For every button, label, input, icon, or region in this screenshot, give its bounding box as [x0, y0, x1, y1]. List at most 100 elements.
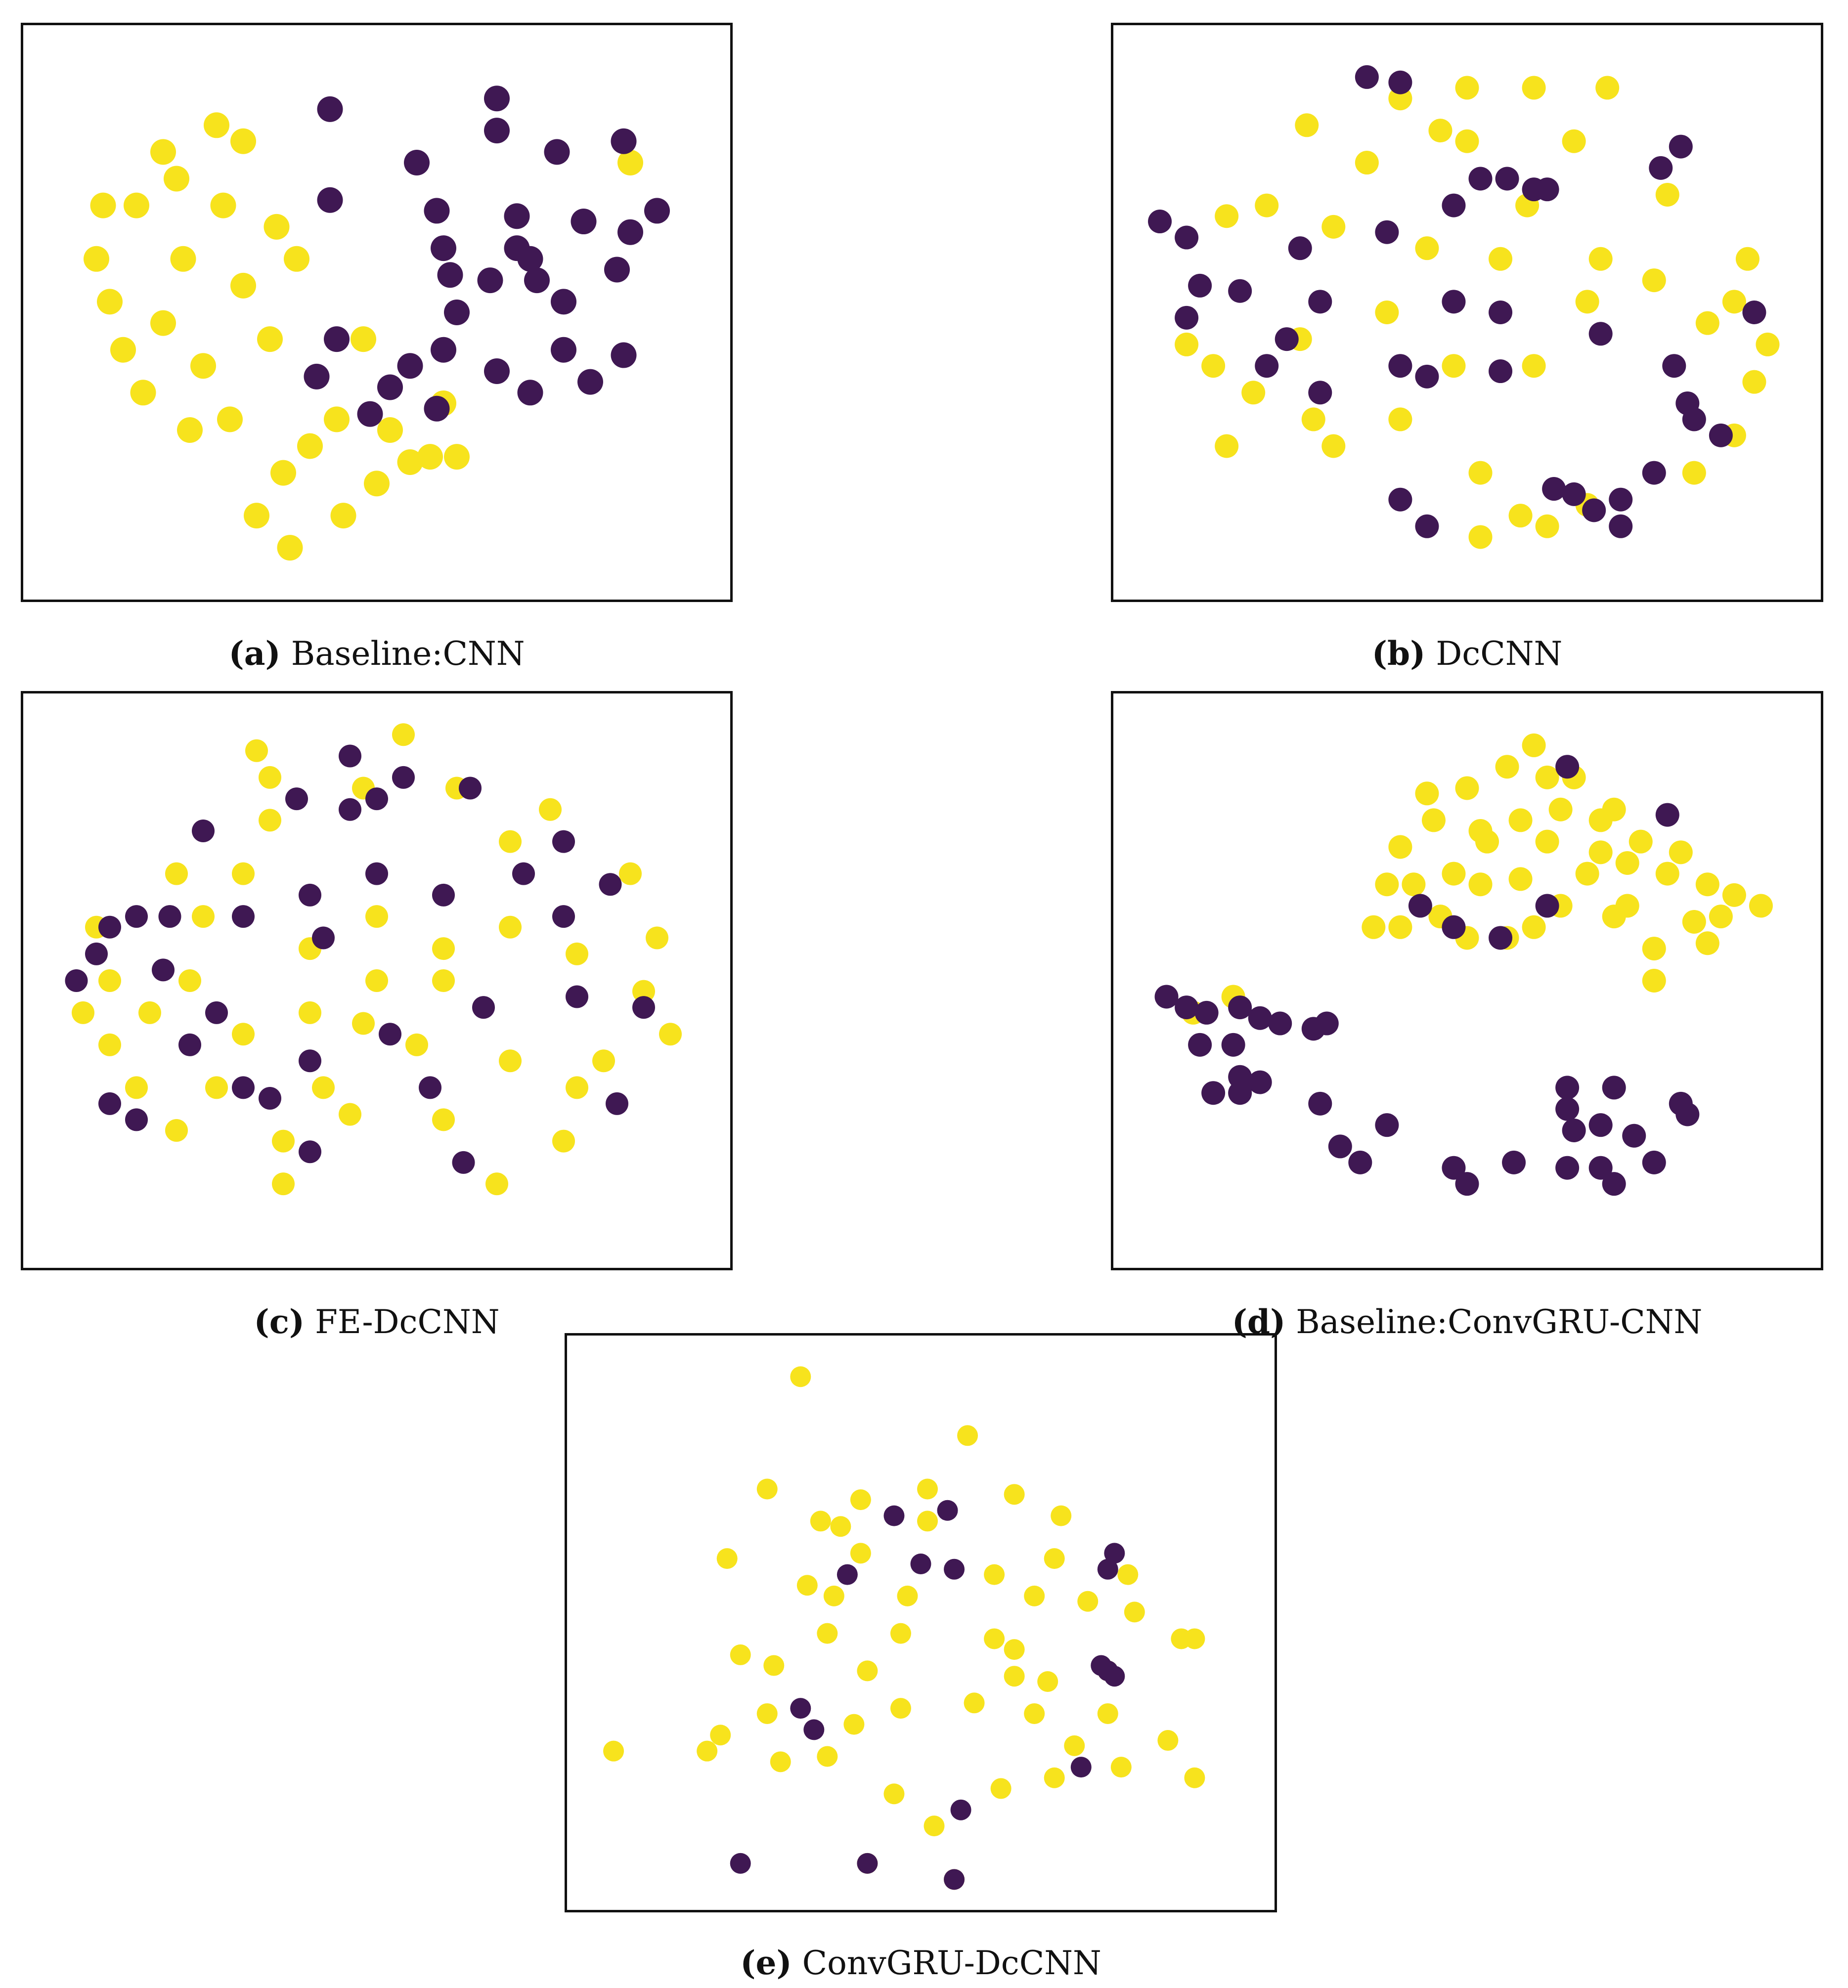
point-class-1-27: [365, 905, 388, 928]
point-class-0-0: [1355, 65, 1379, 89]
point-class-0-1: [484, 86, 510, 112]
point-class-0-1: [1388, 70, 1412, 94]
scatter-plot-d: [1154, 733, 1773, 1196]
point-class-1-45: [1184, 1767, 1205, 1788]
point-class-1-13: [1642, 937, 1666, 961]
point-class-0-14: [1489, 301, 1513, 324]
point-class-0-13: [1228, 1081, 1252, 1105]
point-class-1-11: [1201, 354, 1226, 378]
scatter-plot-a: [84, 86, 670, 561]
caption-tag-c: (c): [254, 1302, 305, 1341]
caption-tag-a: (a): [228, 634, 281, 673]
point-class-1-15: [796, 1575, 818, 1596]
point-class-1-35: [592, 1049, 615, 1073]
point-class-1-16: [205, 1076, 228, 1099]
point-class-1-27: [730, 1644, 751, 1665]
point-class-1-17: [1508, 504, 1533, 528]
point-class-0-21: [1742, 301, 1766, 324]
point-class-0-35: [1649, 156, 1673, 180]
point-class-1-2: [178, 969, 201, 992]
point-class-0-20: [1662, 354, 1686, 378]
point-class-1-3: [1655, 182, 1679, 207]
point-class-1-24: [539, 798, 562, 821]
point-class-1-17: [984, 1564, 1005, 1585]
point-class-1-6: [432, 937, 455, 960]
point-class-1-9: [1215, 204, 1239, 228]
point-class-1-36: [432, 969, 455, 992]
point-class-1-51: [1044, 1767, 1065, 1788]
point-class-1-12: [499, 1049, 522, 1073]
point-class-0-1: [1175, 995, 1199, 1020]
point-class-0-37: [1555, 755, 1580, 779]
point-class-1-34: [1455, 76, 1479, 100]
point-class-1-25: [619, 862, 642, 885]
point-class-1-33: [1362, 915, 1386, 939]
point-class-1-39: [890, 1698, 911, 1719]
point-class-1-48: [990, 1778, 1012, 1799]
point-class-0-36: [632, 996, 655, 1019]
point-class-0-32: [1555, 1097, 1580, 1121]
point-class-1-41: [392, 723, 415, 746]
point-class-0-23: [1602, 1172, 1626, 1196]
point-class-0-9: [1375, 220, 1399, 244]
point-class-0-30: [424, 395, 450, 422]
point-class-0-9: [950, 1799, 971, 1820]
point-class-1-28: [1442, 354, 1466, 378]
scatter-plot-b: [1148, 65, 1780, 549]
point-class-1-34: [499, 830, 522, 853]
point-class-0-27: [299, 883, 321, 907]
point-class-1-33: [312, 1076, 335, 1099]
point-class-1-12: [1241, 381, 1266, 405]
point-class-0-5: [1175, 305, 1199, 330]
point-class-1-31: [417, 444, 443, 470]
point-class-0-9: [431, 235, 456, 261]
point-class-1-26: [1575, 290, 1599, 314]
point-class-1-39: [1615, 894, 1639, 918]
point-class-0-25: [1415, 514, 1439, 538]
point-class-0-27: [1622, 1124, 1646, 1148]
point-class-1-37: [1548, 797, 1573, 821]
point-class-0-13: [551, 289, 576, 315]
point-class-0-4: [152, 958, 175, 982]
point-class-1-25: [1642, 268, 1666, 293]
point-class-0-11: [1248, 1070, 1272, 1094]
point-class-0-29: [611, 342, 637, 368]
point-class-1-8: [1255, 193, 1279, 217]
point-class-1-44: [552, 1129, 575, 1153]
point-class-1-47: [883, 1783, 905, 1805]
point-class-0-18: [1442, 1156, 1466, 1180]
point-class-0-11: [1468, 167, 1493, 191]
point-class-1-30: [405, 1033, 428, 1056]
point-class-1-15: [244, 503, 269, 529]
point-class-0-8: [1070, 1757, 1092, 1778]
point-class-1-32: [272, 1172, 295, 1196]
point-class-0-3: [404, 150, 430, 176]
point-class-1-4: [97, 289, 123, 315]
point-class-1-6: [810, 1511, 831, 1532]
point-class-1-40: [1215, 434, 1239, 458]
point-class-1-38: [964, 1692, 985, 1714]
point-class-1-18: [1468, 525, 1493, 549]
point-class-1-26: [1004, 1639, 1025, 1660]
point-class-0-0: [317, 96, 343, 122]
point-class-0-2: [484, 118, 510, 144]
point-class-1-41: [1157, 1730, 1179, 1751]
scatter-panel-e: [565, 1333, 1277, 1912]
point-class-1-43: [192, 905, 215, 928]
point-class-0-20: [484, 358, 510, 385]
point-class-1-17: [1468, 872, 1493, 897]
point-class-0-12: [944, 1869, 965, 1890]
point-class-1-5: [365, 969, 388, 992]
point-class-0-17: [644, 198, 670, 224]
point-class-1-9: [1051, 1505, 1072, 1526]
point-class-1-23: [817, 1623, 838, 1644]
point-class-0-7: [1288, 236, 1312, 260]
point-class-0-17: [1489, 359, 1513, 384]
point-class-0-36: [1669, 134, 1693, 159]
point-class-1-7: [1615, 851, 1639, 875]
point-class-0-0: [1154, 985, 1179, 1009]
point-class-1-36: [710, 1725, 731, 1746]
caption-tag-d: (d): [1232, 1302, 1286, 1341]
point-class-1-25: [1575, 862, 1599, 886]
point-class-1-30: [1735, 247, 1760, 271]
